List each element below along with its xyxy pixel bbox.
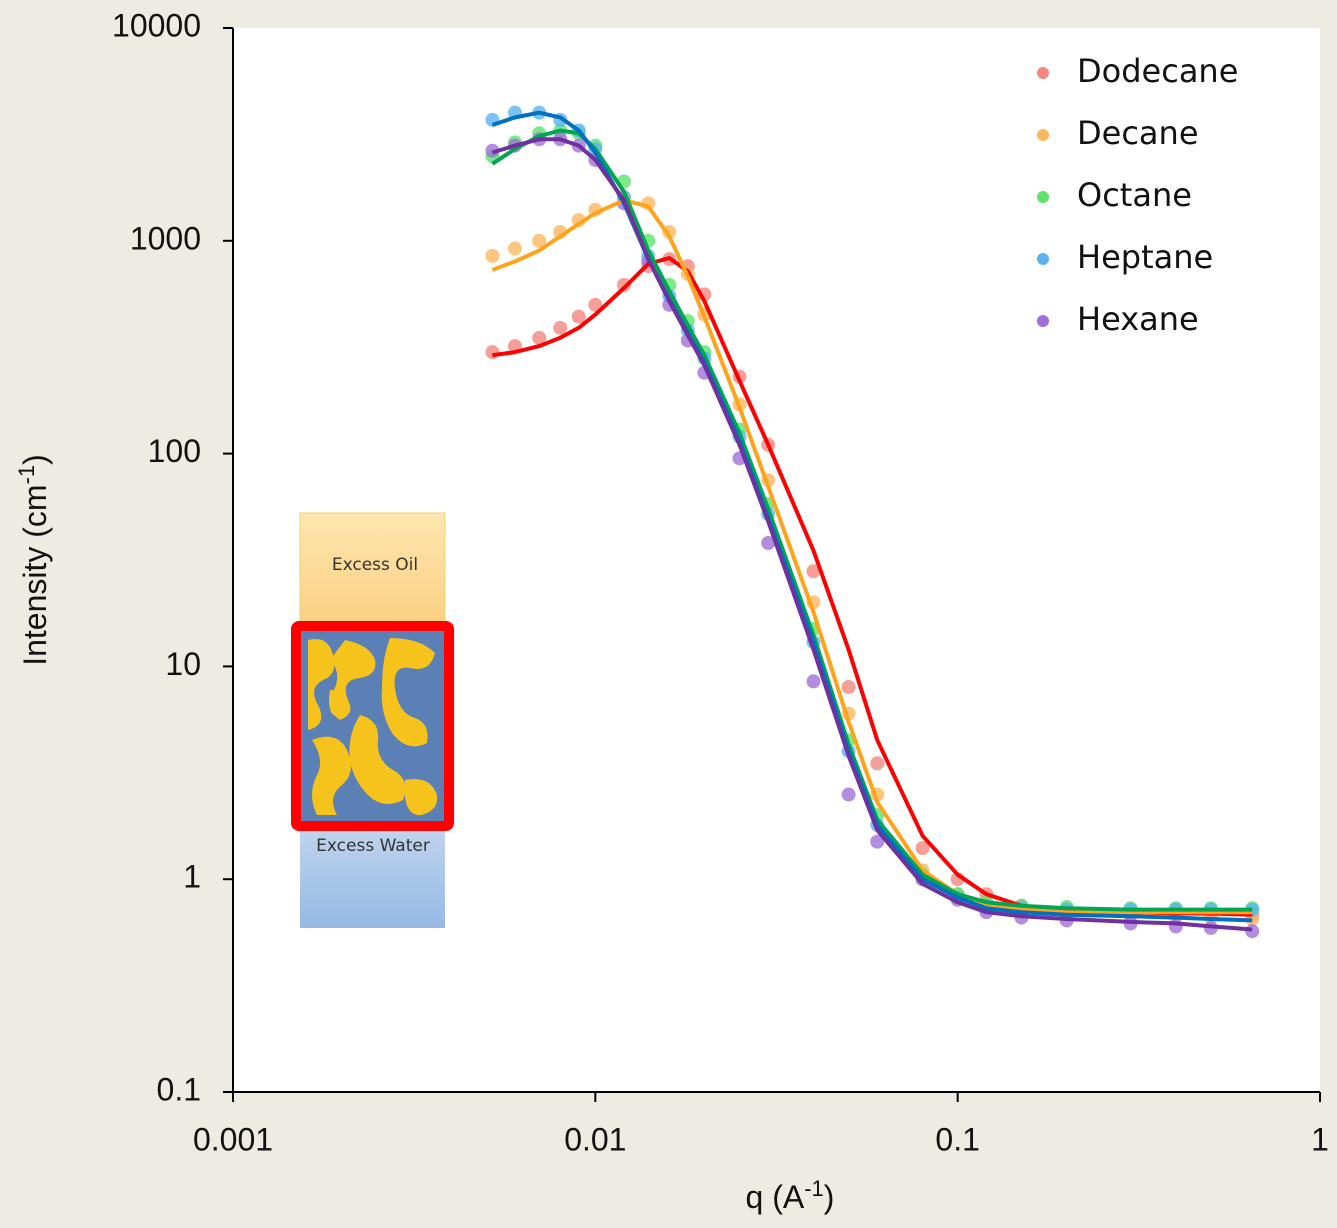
y-tick-label: 100 xyxy=(148,433,201,469)
legend-marker xyxy=(1037,191,1049,203)
x-tick-label: 0.1 xyxy=(935,1121,979,1157)
data-point xyxy=(532,330,547,345)
data-point xyxy=(617,277,632,292)
annotation: Excess Oil xyxy=(332,555,418,575)
microemulsion-blobs xyxy=(308,638,438,816)
data-point xyxy=(841,787,856,802)
legend-label: Dodecane xyxy=(1077,52,1238,90)
x-tick-label: 0.001 xyxy=(193,1121,273,1157)
x-tick-label: 0.01 xyxy=(564,1121,626,1157)
inset: Excess Oil Excess Water xyxy=(291,512,454,928)
legend-marker xyxy=(1037,315,1049,327)
annotation: Excess Water xyxy=(316,836,430,856)
y-tick-label: 1000 xyxy=(130,220,201,256)
legend-marker xyxy=(1037,129,1049,141)
highlight-frame xyxy=(291,621,454,831)
data-point xyxy=(553,320,568,335)
legend-marker xyxy=(1037,253,1049,265)
y-tick-label: 0.1 xyxy=(157,1071,201,1107)
legend-label: Octane xyxy=(1077,176,1192,214)
fit-line xyxy=(491,137,1253,932)
data-point xyxy=(915,841,930,856)
legend-label: Hexane xyxy=(1077,300,1199,338)
water-phase xyxy=(300,822,445,928)
data-point xyxy=(841,680,856,695)
legend-label: Decane xyxy=(1077,114,1199,152)
data-point xyxy=(485,248,500,263)
legend-label: Heptane xyxy=(1077,238,1213,276)
data-point xyxy=(806,564,821,579)
data-point xyxy=(588,297,603,312)
y-tick-label: 1 xyxy=(183,859,201,895)
data-point xyxy=(532,233,547,248)
y-tick-label: 10000 xyxy=(112,7,201,43)
y-tick-label: 10 xyxy=(165,646,201,682)
data-point xyxy=(507,241,522,256)
fit-line xyxy=(491,198,1253,915)
legend-marker xyxy=(1037,67,1049,79)
data-point xyxy=(485,345,500,360)
x-axis-label: q (A-1) xyxy=(746,1176,835,1216)
data-point xyxy=(870,756,885,771)
oil-phase xyxy=(299,512,446,629)
x-tick-label: 1 xyxy=(1311,1121,1329,1157)
y-axis-label: Intensity (cm-1) xyxy=(14,454,54,666)
data-point xyxy=(761,536,776,551)
data-point xyxy=(806,674,821,689)
data-point xyxy=(571,309,586,324)
data-point xyxy=(870,834,885,849)
data-point xyxy=(1245,924,1260,939)
